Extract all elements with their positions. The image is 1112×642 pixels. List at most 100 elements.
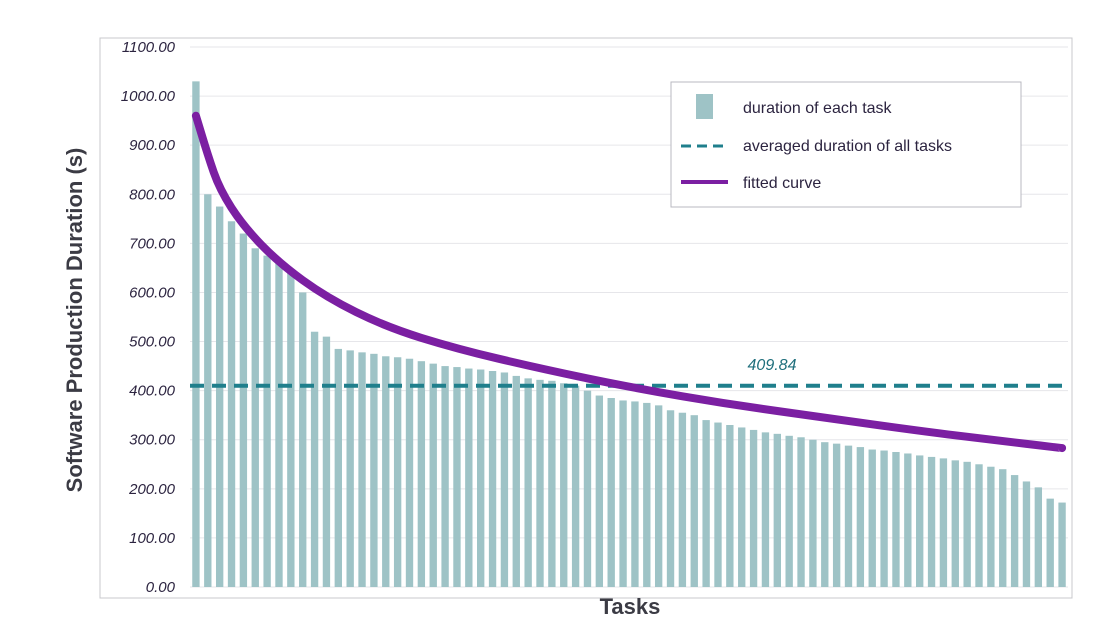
- bar: [571, 385, 580, 587]
- bar: [916, 455, 924, 587]
- bar: [690, 415, 698, 587]
- bar: [738, 427, 746, 587]
- y-axis-title: Software Production Duration (s): [62, 148, 87, 493]
- bar: [666, 410, 675, 587]
- legend-label-average: averaged duration of all tasks: [743, 138, 952, 155]
- bar: [453, 367, 461, 587]
- bar: [465, 368, 473, 587]
- bar: [370, 353, 378, 587]
- y-tick-labels: 0.00 100.00 200.00 300.00 400.00 500.00 600.00…: [121, 39, 176, 596]
- bar: [927, 456, 936, 587]
- bar: [1022, 481, 1031, 587]
- bar: [1058, 502, 1066, 587]
- bar: [441, 366, 449, 587]
- y-tick-label: 500.00: [129, 334, 176, 351]
- bar: [204, 194, 212, 588]
- bar: [714, 422, 722, 587]
- bar: [275, 263, 283, 587]
- bar: [749, 429, 758, 587]
- bar: [880, 450, 888, 587]
- bar: [963, 461, 971, 587]
- bar: [393, 357, 402, 587]
- legend: duration of each task averaged duration …: [670, 81, 1022, 208]
- bar: [773, 433, 781, 587]
- bar: [477, 369, 485, 587]
- bar: [310, 331, 319, 587]
- bar: [832, 443, 841, 587]
- x-axis-title: Tasks: [600, 594, 661, 619]
- bar: [322, 336, 331, 587]
- average-line-group: 409.84: [190, 357, 1068, 388]
- bar: [868, 449, 876, 587]
- bar: [904, 453, 912, 587]
- bar: [702, 420, 710, 587]
- bar: [1010, 475, 1019, 587]
- bar: [251, 248, 259, 588]
- bar: [761, 432, 770, 587]
- y-tick-label: 0.00: [146, 579, 176, 596]
- bar: [595, 395, 604, 587]
- bar: [548, 380, 556, 587]
- bar: [417, 361, 426, 587]
- bar: [512, 375, 520, 587]
- y-tick-label: 400.00: [129, 383, 176, 400]
- bar: [809, 439, 817, 587]
- bar: [892, 452, 900, 587]
- bar: [405, 358, 414, 587]
- bar: [334, 348, 342, 587]
- bar: [500, 372, 509, 587]
- bar: [631, 401, 639, 587]
- bar: [939, 458, 948, 587]
- bar: [678, 412, 687, 587]
- legend-label-curve: fitted curve: [743, 175, 821, 192]
- y-tick-label: 100.00: [129, 530, 176, 547]
- bar: [785, 435, 793, 587]
- bar: [1034, 487, 1043, 587]
- bar: [287, 272, 295, 587]
- bar: [607, 398, 615, 587]
- y-tick-label: 600.00: [129, 284, 176, 301]
- bar: [619, 400, 627, 587]
- bar: [821, 442, 829, 587]
- fitted-curve-group: [191, 111, 1067, 453]
- bar: [975, 464, 983, 587]
- bar: [346, 350, 354, 587]
- bar: [987, 466, 995, 587]
- bar: [1046, 498, 1054, 587]
- fitted-curve: [191, 111, 1067, 453]
- bar: [844, 445, 853, 587]
- bar: [239, 233, 248, 587]
- bar: [192, 81, 200, 587]
- legend-box: [670, 81, 1022, 208]
- bar: [654, 405, 663, 587]
- y-tick-label: 1100.00: [122, 39, 176, 56]
- bar: [299, 292, 307, 587]
- y-tick-label: 700.00: [129, 235, 176, 252]
- bar: [951, 460, 959, 587]
- bar: [560, 383, 568, 587]
- bar: [429, 363, 437, 587]
- bar: [797, 437, 805, 587]
- bar: [488, 371, 497, 587]
- bar: [999, 469, 1007, 587]
- legend-label-bars: duration of each task: [743, 100, 893, 117]
- bar: [215, 206, 224, 587]
- bar: [263, 255, 271, 588]
- bar: [726, 425, 734, 587]
- bar: [643, 402, 651, 587]
- average-value-label: 409.84: [748, 357, 797, 374]
- y-tick-label: 200.00: [128, 481, 176, 498]
- bar: [856, 447, 865, 587]
- bar: [382, 356, 390, 587]
- y-tick-label: 900.00: [129, 137, 176, 154]
- y-tick-label: 1000.00: [121, 88, 176, 105]
- bar: [524, 378, 532, 587]
- bar: [583, 390, 592, 587]
- bars: [192, 81, 1066, 588]
- legend-swatch-bar: [696, 94, 713, 119]
- bar: [536, 379, 544, 587]
- y-tick-label: 800.00: [129, 186, 176, 203]
- y-tick-label: 300.00: [129, 432, 176, 449]
- bar: [358, 352, 366, 587]
